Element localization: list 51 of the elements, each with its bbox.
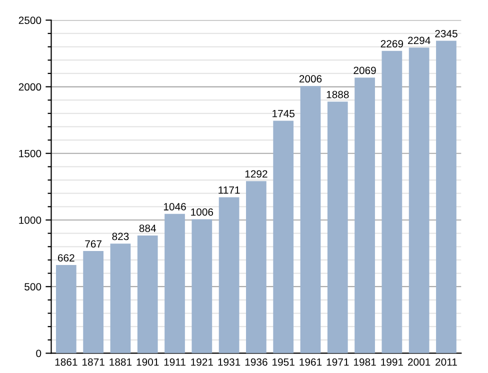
data-label: 1888 xyxy=(326,90,349,98)
data-label: 1046 xyxy=(164,203,186,210)
x-tick-label: 1936 xyxy=(245,358,268,366)
x-tick-label: 1961 xyxy=(300,358,322,366)
bar xyxy=(83,251,104,354)
data-label: 2294 xyxy=(408,36,430,44)
x-tick-label: 1991 xyxy=(381,358,404,366)
x-tick-label: 1861 xyxy=(55,358,78,366)
bar xyxy=(192,219,212,354)
bar xyxy=(218,197,240,354)
x-tick-label: 1951 xyxy=(272,358,294,366)
bar xyxy=(300,86,321,354)
y-tick-label: 1000 xyxy=(19,216,42,224)
bar xyxy=(408,48,430,354)
bar xyxy=(436,40,456,354)
data-label: 2006 xyxy=(299,75,322,83)
data-label: 767 xyxy=(85,240,102,248)
bar xyxy=(246,181,266,354)
bar xyxy=(382,50,402,354)
data-label: 1745 xyxy=(272,110,294,118)
y-tick-label: 2000 xyxy=(18,83,42,91)
x-tick-label: 1971 xyxy=(326,358,349,366)
bar xyxy=(137,235,158,354)
x-tick-label: 1921 xyxy=(191,358,213,366)
data-label: 1171 xyxy=(218,186,240,194)
bar xyxy=(354,78,375,354)
bar xyxy=(327,102,348,354)
bar xyxy=(273,120,294,354)
data-label: 2069 xyxy=(354,66,376,74)
bar xyxy=(110,244,131,354)
data-label: 2345 xyxy=(435,30,458,38)
x-tick-label: 1901 xyxy=(136,358,159,366)
x-tick-label: 2001 xyxy=(408,358,430,366)
data-label: 1292 xyxy=(245,170,268,178)
bar xyxy=(164,214,185,354)
x-tick-label: 2011 xyxy=(436,358,457,366)
data-label: 823 xyxy=(112,232,129,240)
y-tick-label: 1500 xyxy=(19,150,42,158)
data-label: 662 xyxy=(58,254,74,262)
y-tick-label: 0 xyxy=(36,350,42,358)
x-tick-label: 1931 xyxy=(218,358,240,366)
y-tick-label: 500 xyxy=(24,283,42,290)
y-tick-label: 2500 xyxy=(18,16,42,24)
x-tick-label: 1871 xyxy=(82,358,104,366)
x-tick-label: 1911 xyxy=(164,358,186,366)
data-label: 1006 xyxy=(191,208,214,216)
bar xyxy=(56,265,76,354)
x-tick-label: 1981 xyxy=(354,358,376,366)
x-tick-label: 1881 xyxy=(110,358,132,366)
data-label: 2269 xyxy=(380,40,404,48)
data-label: 884 xyxy=(139,224,156,232)
